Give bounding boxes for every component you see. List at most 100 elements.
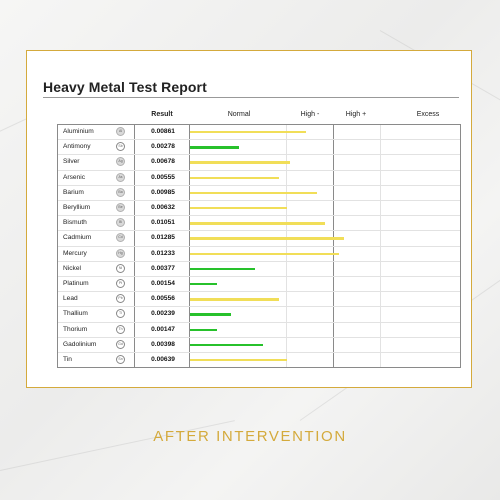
table-row: Thallium Tl 0.00239 — [58, 307, 460, 323]
table-row: Antimony Sb 0.00278 — [58, 140, 460, 156]
row-divider — [58, 291, 460, 293]
row-divider — [58, 199, 460, 201]
row-divider — [58, 230, 460, 232]
result-level-bar — [190, 267, 255, 271]
results-table: Aluminium Al 0.00861 Antimony Sb 0.00278 Silve… — [57, 124, 461, 368]
element-name: Nickel — [63, 264, 81, 272]
table-row: Aluminium Al 0.00861 — [58, 125, 460, 141]
row-divider — [58, 154, 460, 156]
element-result: 0.00632 — [151, 204, 175, 211]
table-row: Beryllium Be 0.00632 — [58, 201, 460, 217]
element-name: Tin — [63, 356, 72, 363]
row-divider — [58, 306, 460, 308]
result-level-bar — [190, 131, 307, 134]
row-divider — [58, 260, 460, 262]
row-divider — [58, 139, 460, 141]
element-result: 0.00556 — [151, 295, 175, 303]
row-divider — [58, 169, 460, 171]
element-symbol-icon: Ag — [116, 157, 125, 167]
result-level-bar — [190, 283, 217, 286]
element-symbol-icon: Cd — [116, 233, 125, 243]
element-result: 0.00555 — [151, 173, 175, 181]
result-level-bar — [190, 161, 290, 164]
table-row: Mercury Hg 0.01233 — [58, 247, 460, 262]
table-row: Lead Pb 0.00556 — [58, 292, 460, 308]
element-symbol-icon: Al — [116, 127, 125, 136]
header-high-minus: High - — [300, 111, 320, 118]
element-symbol-icon: Ni — [116, 263, 125, 273]
element-symbol-icon: Sn — [116, 355, 125, 364]
row-divider — [58, 336, 460, 338]
element-result: 0.00278 — [151, 143, 175, 151]
table-row: Gadolinium Gd 0.00398 — [58, 338, 460, 353]
title-divider — [43, 97, 459, 98]
table-row: Silver Ag 0.00678 — [58, 155, 460, 171]
element-result: 0.00154 — [151, 280, 175, 287]
element-result: 0.00377 — [151, 264, 175, 272]
header-normal: Normal — [227, 111, 251, 118]
element-symbol-icon: Th — [116, 324, 125, 334]
row-divider — [58, 184, 460, 186]
table-row: Barium Ba 0.00985 — [58, 186, 460, 201]
element-symbol-icon: Bi — [116, 218, 125, 228]
result-level-bar — [190, 222, 325, 225]
element-symbol-icon: Gd — [116, 339, 125, 349]
row-divider — [58, 321, 460, 323]
table-row: Arsenic As 0.00555 — [58, 171, 460, 186]
element-name: Bismuth — [63, 219, 87, 227]
element-result: 0.00639 — [151, 356, 175, 363]
element-symbol-icon: Hg — [116, 248, 125, 258]
element-result: 0.01285 — [151, 234, 175, 242]
row-divider — [58, 351, 460, 353]
element-name: Barium — [63, 188, 84, 196]
element-result: 0.01233 — [151, 249, 175, 257]
table-row: Platinum Pt 0.00154 — [58, 277, 460, 293]
element-name: Arsenic — [63, 173, 85, 181]
element-symbol-icon: As — [116, 172, 125, 182]
result-level-bar — [190, 298, 280, 301]
table-row: Tin Sn 0.00639 — [58, 353, 460, 368]
element-name: Platinum — [63, 280, 89, 287]
result-level-bar — [190, 343, 263, 347]
result-level-bar — [190, 328, 217, 331]
table-row: Bismuth Bi 0.01051 — [58, 216, 460, 232]
element-name: Mercury — [63, 249, 87, 257]
element-symbol-icon: Be — [116, 203, 125, 212]
element-result: 0.01051 — [151, 219, 175, 227]
element-name: Gadolinium — [63, 340, 97, 348]
element-name: Lead — [63, 295, 78, 303]
result-level-bar — [190, 359, 288, 362]
table-row: Nickel Ni 0.00377 — [58, 262, 460, 277]
header-result: Result — [151, 111, 173, 118]
element-symbol-icon: Tl — [116, 309, 125, 319]
result-level-bar — [190, 313, 231, 316]
element-symbol-icon: Pb — [116, 294, 125, 304]
element-result: 0.00678 — [151, 158, 175, 166]
result-level-bar — [190, 237, 344, 240]
element-symbol-icon: Sb — [116, 142, 125, 152]
element-name: Thorium — [63, 325, 88, 333]
row-divider — [58, 245, 460, 247]
table-row: Thorium Th 0.00147 — [58, 323, 460, 338]
header-excess: Excess — [416, 111, 440, 118]
element-result: 0.00239 — [151, 310, 175, 318]
caption: AFTER INTERVENTION — [153, 428, 347, 445]
header-high-plus: High + — [345, 111, 367, 118]
element-name: Silver — [63, 158, 80, 166]
report-title: Heavy Metal Test Report — [43, 79, 207, 95]
table-row: Cadmium Cd 0.01285 — [58, 231, 460, 247]
element-result: 0.00861 — [151, 128, 175, 135]
row-divider — [58, 215, 460, 217]
element-result: 0.00147 — [151, 325, 175, 333]
report-card: Heavy Metal Test Report Result Normal Hi… — [26, 50, 472, 388]
element-name: Antimony — [63, 143, 91, 151]
element-result: 0.00398 — [151, 340, 175, 348]
element-result: 0.00985 — [151, 188, 175, 196]
element-name: Thallium — [63, 310, 88, 318]
element-symbol-icon: Ba — [116, 187, 125, 197]
element-symbol-icon: Pt — [116, 279, 125, 288]
element-name: Aluminium — [63, 128, 94, 135]
result-level-bar — [190, 207, 288, 210]
element-name: Beryllium — [63, 204, 91, 211]
result-level-bar — [190, 191, 317, 195]
